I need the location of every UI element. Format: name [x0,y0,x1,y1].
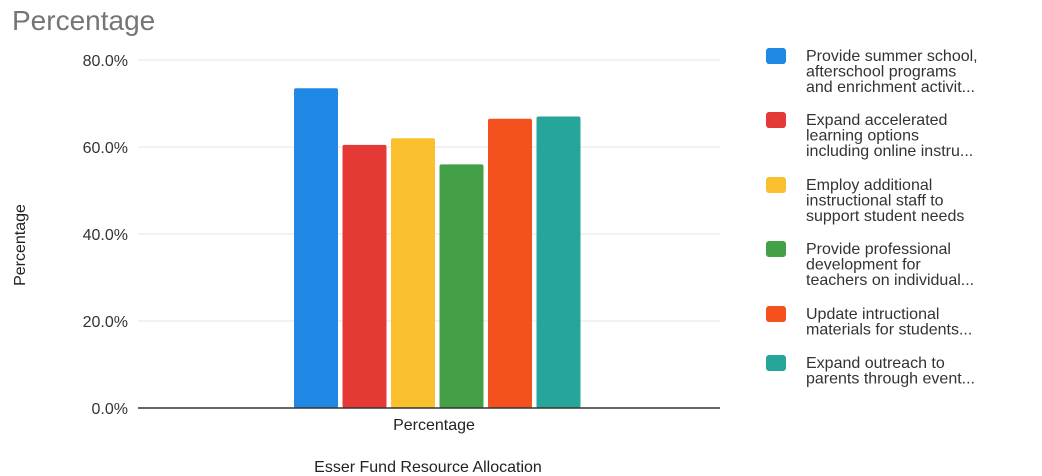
y-tick-label: 0.0% [92,401,128,418]
legend-label-line: learning options [806,128,919,145]
y-tick-label: 40.0% [83,227,128,244]
bars [294,88,581,409]
legend-label-line: afterschool programs [806,64,956,81]
legend-label-line: development for [806,257,921,274]
legend-swatch [766,177,786,193]
legend: Provide summer school,afterschool progra… [766,48,978,388]
legend-swatch [766,306,786,322]
x-category-label: Percentage [393,417,475,434]
x-axis-title: Esser Fund Resource Allocation [314,459,542,476]
legend-swatch [766,355,786,371]
legend-swatch [766,241,786,257]
y-tick-label: 60.0% [83,140,128,157]
legend-label-line: Employ additional [806,177,932,194]
legend-label-line: Update intructional [806,306,939,323]
bar-series-1[interactable] [294,88,338,409]
legend-label-line: and enrichment activit... [806,79,975,96]
bar-series-6[interactable] [536,116,581,409]
legend-label-line: parents through event... [806,371,975,388]
legend-swatch [766,112,786,128]
legend-swatch [766,48,786,64]
legend-label-line: Expand outreach to [806,355,945,372]
legend-label-line: Expand accelerated [806,112,947,129]
legend-label-line: Provide summer school, [806,48,978,65]
y-tick-label: 20.0% [83,314,128,331]
bar-series-5[interactable] [488,118,532,408]
legend-label-line: instructional staff to [806,193,944,210]
legend-label-line: support student needs [806,208,964,225]
bar-series-2[interactable] [342,144,387,408]
legend-item-1[interactable]: Provide summer school,afterschool progra… [766,48,978,96]
chart-title: Percentage [12,5,155,36]
y-axis-ticks: 0.0% 20.0% 40.0% 60.0% 80.0% [83,53,128,418]
legend-label-line: teachers on individual... [806,272,974,289]
legend-label-line: including online instru... [806,143,973,160]
bar-series-4[interactable] [439,164,484,408]
y-axis-title: Percentage [12,204,29,286]
legend-label-line: materials for students... [806,322,972,339]
legend-label-line: Provide professional [806,241,951,258]
bar-series-3[interactable] [391,138,435,409]
y-tick-label: 80.0% [83,53,128,70]
